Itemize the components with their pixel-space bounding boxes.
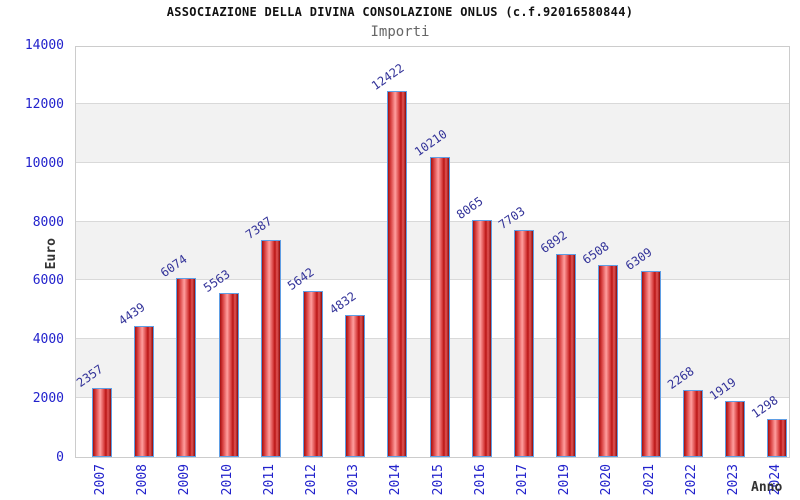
x-tick-label: 2021 (641, 464, 657, 496)
chart-subtitle: Importi (370, 24, 430, 40)
bar-2011 (260, 239, 281, 457)
bar-2015 (429, 156, 450, 457)
y-tick-label: 4000 (32, 332, 64, 348)
bar-value-label: 4832 (327, 288, 359, 317)
gridline (76, 102, 789, 104)
x-tick-label: 2019 (557, 464, 573, 496)
bar-2012 (303, 290, 323, 457)
x-tick-label: 2020 (599, 464, 615, 496)
y-tick-label: 14000 (24, 38, 64, 53)
bar-2024 (767, 418, 788, 457)
x-tick-label: 2022 (683, 464, 699, 496)
bar-2010 (218, 293, 239, 457)
bar-value-label: 8065 (453, 193, 486, 222)
plot-area: 2357 4439 6074 5563 7387 5642 4832 12422 10210 80… (74, 46, 790, 458)
y-tick-label: 2000 (32, 391, 64, 407)
y-tick-label: 8000 (32, 214, 64, 230)
bar-2019 (556, 254, 577, 457)
chart-title: ASSOCIAZIONE DELLA DIVINA CONSOLAZIONE O… (166, 5, 634, 19)
bar-2007 (92, 387, 112, 457)
y-tick-label: 12000 (24, 96, 64, 112)
x-tick-label: 2009 (177, 464, 193, 496)
y-tick-label: 6000 (32, 273, 64, 289)
x-tick-label: 2017 (515, 464, 530, 496)
x-tick-label: 2010 (219, 464, 235, 496)
bar-2009 (176, 278, 197, 457)
bar-2022 (682, 390, 703, 457)
y-axis-title: Euro (44, 238, 59, 270)
x-tick-label: 2008 (135, 464, 151, 496)
x-tick-label: 2007 (93, 464, 108, 496)
x-tick-label: 2016 (472, 464, 488, 496)
x-tick-label: 2011 (261, 464, 277, 496)
x-axis-title: Anno (751, 480, 783, 495)
grid-band (76, 103, 789, 163)
bar-2013 (345, 314, 366, 457)
bar-2014 (387, 91, 408, 457)
bar-value-label: 4439 (116, 300, 148, 329)
bar-2020 (598, 265, 619, 457)
bar-2008 (134, 326, 155, 457)
x-tick-label: 2015 (430, 464, 446, 496)
y-tick-label: 10000 (24, 155, 64, 171)
bar-value-label: 12422 (369, 61, 407, 94)
x-tick-label: 2013 (346, 464, 362, 496)
y-tick-label: 0 (56, 450, 64, 465)
x-tick-label: 2023 (726, 464, 741, 496)
bar-2021 (640, 271, 661, 457)
bar-2016 (471, 219, 492, 457)
bar-2023 (725, 400, 745, 457)
x-tick-label: 2012 (304, 464, 319, 496)
bar-2017 (514, 230, 534, 457)
x-tick-label: 2014 (388, 464, 404, 496)
